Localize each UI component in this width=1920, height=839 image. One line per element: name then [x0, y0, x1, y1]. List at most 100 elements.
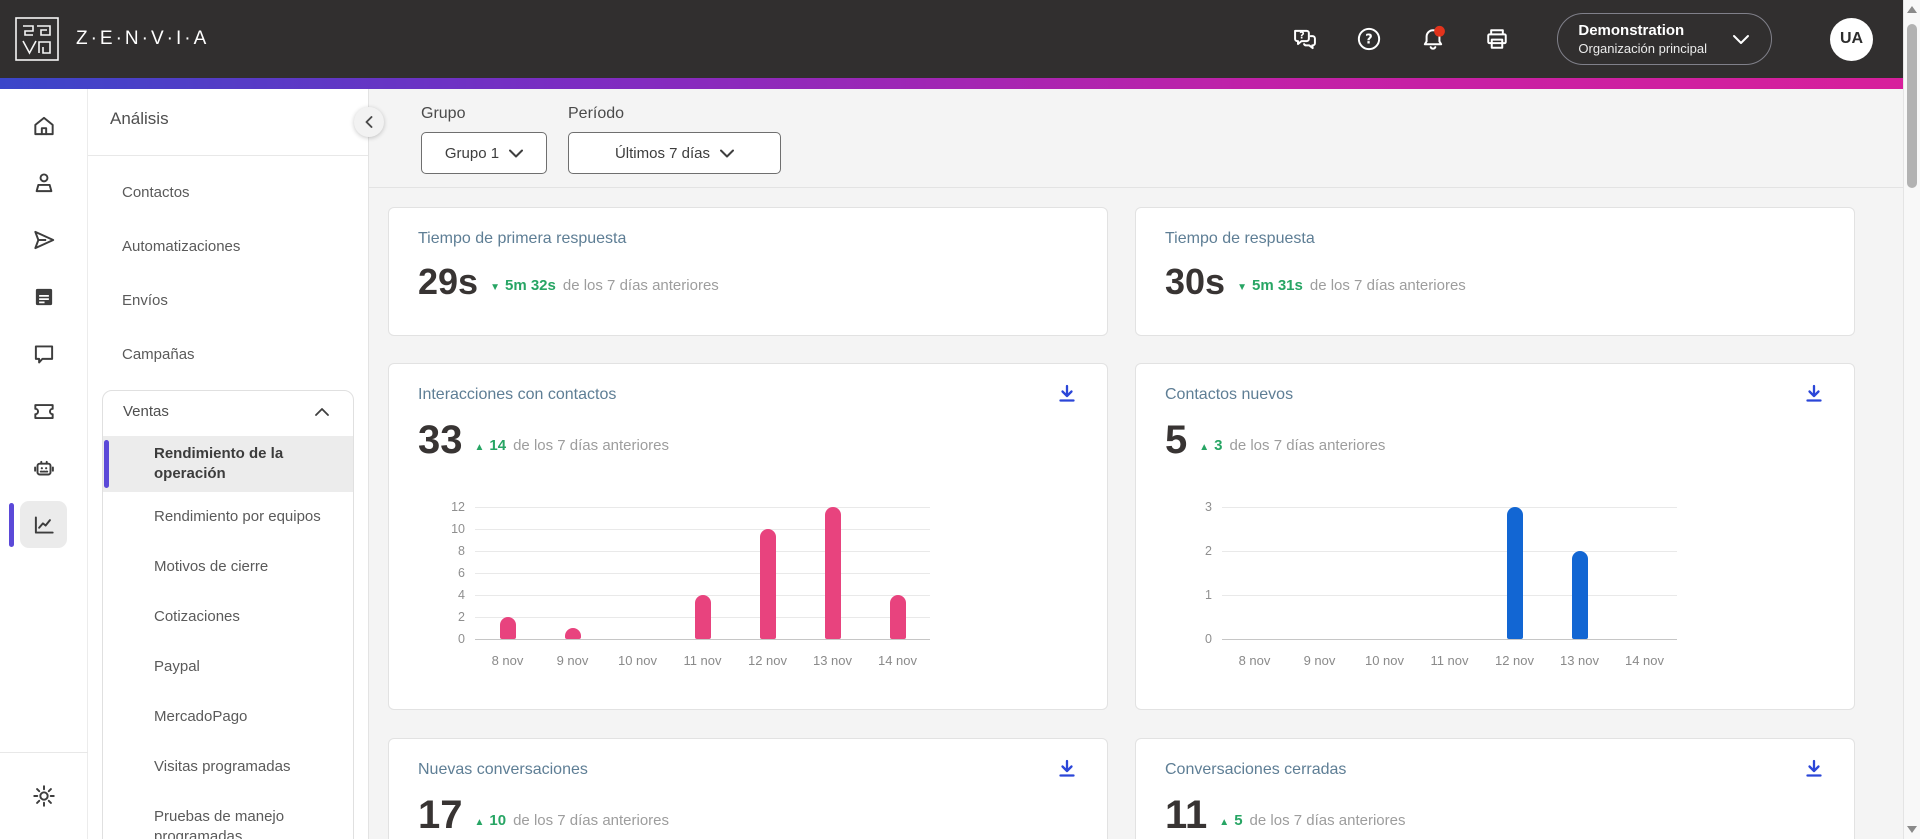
delta-value: 5m 31s — [1251, 277, 1303, 294]
org-switcher-text: Demonstration Organización principal — [1578, 21, 1707, 57]
bar-8-nov — [499, 617, 516, 639]
delta-group: ▲ 5 de los 7 días anteriores — [1219, 812, 1405, 836]
comparison-text: de los 7 días anteriores — [513, 812, 670, 829]
nav-item-send[interactable] — [0, 211, 88, 268]
card-title: Tiempo de respuesta — [1165, 230, 1315, 247]
scroll-down-arrow[interactable] — [1907, 826, 1917, 833]
y-tick-label: 12 — [451, 500, 465, 514]
active-nav-highlight — [20, 501, 67, 548]
group-select[interactable]: Grupo 1 — [421, 132, 547, 174]
nav-item-home[interactable] — [0, 97, 88, 154]
download-icon — [1806, 759, 1822, 777]
avatar[interactable]: UA — [1830, 17, 1873, 61]
metric-value: 5 — [1165, 418, 1188, 462]
collapse-sidebar-button[interactable] — [354, 107, 384, 137]
svg-text:?: ? — [1366, 32, 1373, 47]
sidebar-subitem-mercadopago[interactable]: MercadoPago — [154, 708, 248, 725]
delta-group: ▼ 5m 32s de los 7 días anteriores — [490, 277, 719, 301]
bar-14-nov — [889, 595, 906, 639]
new-contacts-bar-chart: 0 1 2 3 8 nov 9 nov 10 nov 11 nov 12 nov 13 nov 14… — [1180, 500, 1677, 679]
sidebar-subitem-cotizaciones[interactable]: Cotizaciones — [154, 608, 240, 625]
sidebar-subitem-rendimiento-equipos[interactable]: Rendimiento por equipos — [154, 508, 321, 525]
period-select[interactable]: Últimos 7 días — [568, 132, 781, 174]
x-tick-label: 8 nov — [491, 653, 524, 668]
y-tick-label: 2 — [1205, 544, 1212, 558]
sidebar-item-automatizaciones[interactable]: Automatizaciones — [122, 238, 241, 255]
gear-icon — [32, 785, 55, 807]
x-tick-label: 10 nov — [617, 653, 658, 668]
notification-badge — [1434, 25, 1446, 37]
x-tick-label: 11 nov — [683, 653, 722, 668]
vertical-scrollbar[interactable] — [1903, 0, 1920, 839]
delta-group: ▼ 5m 31s de los 7 días anteriores — [1237, 277, 1466, 301]
ticket-icon — [33, 403, 54, 419]
sidebar-item-envios[interactable]: Envíos — [122, 292, 168, 309]
org-switcher[interactable]: Demonstration Organización principal — [1557, 13, 1772, 65]
x-tick-label: 14 nov — [1624, 653, 1665, 668]
nav-item-tickets[interactable] — [0, 382, 88, 439]
delta-up-icon: ▲ — [1219, 817, 1230, 828]
scroll-up-arrow[interactable] — [1907, 6, 1917, 13]
nav-item-feed[interactable] — [0, 268, 88, 325]
zenvia-logo[interactable] — [14, 16, 60, 62]
nav-item-settings[interactable] — [0, 753, 88, 839]
card-contact-interactions: Interacciones con contactos 33 ▲ 14 de l… — [388, 363, 1108, 710]
download-button[interactable] — [1802, 757, 1826, 781]
bar-13-nov — [824, 507, 841, 639]
download-button[interactable] — [1055, 382, 1079, 406]
chevron-down-icon — [509, 149, 524, 157]
page-title: Análisis — [88, 89, 368, 156]
chat-icon — [34, 344, 53, 363]
nav-item-contacts[interactable] — [0, 154, 88, 211]
card-new-conversations: Nuevas conversaciones 17 ▲ 10 de los 7 d… — [388, 738, 1108, 839]
sidebar-list: Contactos Automatizaciones Envíos Campañ… — [88, 156, 368, 839]
ventas-label: Ventas — [123, 403, 169, 420]
print-icon[interactable] — [1483, 25, 1511, 53]
card-closed-conversations: Conversaciones cerradas 11 ▲ 5 de los 7 … — [1135, 738, 1855, 839]
topbar-actions: ? ? Demonstrati — [1255, 13, 1873, 65]
chevron-down-icon — [720, 149, 735, 157]
delta-value: 5 — [1234, 812, 1243, 829]
y-tick-label: 8 — [458, 544, 465, 558]
analysis-sidebar: Análisis Contactos Automatizaciones Enví… — [88, 89, 369, 839]
metric-value: 11 — [1165, 793, 1208, 837]
sidebar-subitem-paypal[interactable]: Paypal — [154, 658, 200, 675]
y-tick-label: 0 — [1205, 632, 1212, 646]
delta-value: 10 — [489, 812, 507, 829]
analytics-icon — [34, 515, 54, 534]
nav-item-analytics[interactable] — [0, 496, 88, 553]
feed-icon — [35, 288, 52, 305]
chat-support-icon[interactable]: ? — [1291, 25, 1319, 53]
person-icon — [35, 172, 52, 192]
x-tick-label: 12 nov — [1494, 653, 1535, 668]
sidebar-subitem-motivos-cierre[interactable]: Motivos de cierre — [154, 558, 269, 575]
x-tick-label: 11 nov — [1430, 653, 1469, 668]
comparison-text: de los 7 días anteriores — [513, 437, 670, 454]
period-filter: Período Últimos 7 días — [568, 105, 781, 187]
sidebar-item-campanas[interactable]: Campañas — [122, 346, 195, 363]
sidebar-item-contactos[interactable]: Contactos — [122, 184, 190, 201]
comparison-text: de los 7 días anteriores — [1229, 437, 1386, 454]
delta-group: ▲ 10 de los 7 días anteriores — [475, 812, 670, 836]
metric-row: 29s ▼ 5m 32s de los 7 días anteriores — [418, 263, 1107, 301]
card-new-contacts: Contactos nuevos 5 ▲ 3 de los 7 días ant… — [1135, 363, 1855, 710]
comparison-text: de los 7 días anteriores — [1249, 812, 1406, 829]
card-title: Tiempo de primera respuesta — [418, 230, 627, 247]
download-button[interactable] — [1802, 382, 1826, 406]
nav-item-bot[interactable] — [0, 439, 88, 496]
nav-item-chat[interactable] — [0, 325, 88, 382]
scrollbar-thumb[interactable] — [1907, 24, 1917, 188]
home-icon — [33, 116, 54, 135]
rail-divider — [0, 752, 88, 753]
sidebar-subitem-rendimiento-operacion[interactable]: Rendimiento de la operación — [103, 436, 353, 492]
download-button[interactable] — [1055, 757, 1079, 781]
period-select-value: Últimos 7 días — [614, 144, 711, 162]
delta-down-icon: ▼ — [490, 282, 500, 293]
sidebar-subitem-visitas-programadas[interactable]: Visitas programadas — [154, 758, 291, 775]
y-tick-label: 0 — [458, 632, 465, 646]
interactions-bar-chart: 0 2 4 6 8 10 12 8 nov 9 nov 10 nov 11 nov 12 nov 13 … — [433, 500, 930, 679]
notifications-icon[interactable] — [1419, 25, 1447, 53]
help-icon[interactable]: ? — [1355, 25, 1383, 53]
sidebar-group-ventas[interactable]: Ventas — [103, 391, 353, 430]
sidebar-subitem-pruebas-manejo[interactable]: Pruebas de manejo programadas — [154, 808, 285, 839]
